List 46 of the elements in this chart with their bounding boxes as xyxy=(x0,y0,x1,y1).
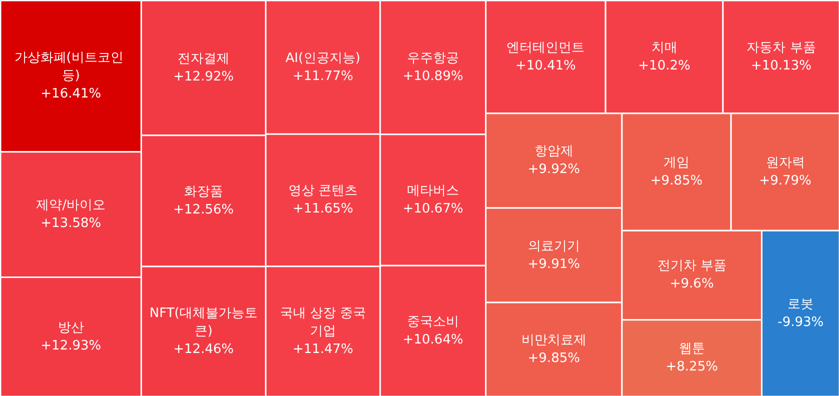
category-label: 자동차 부품 xyxy=(746,40,816,56)
category-label: 가상화폐(비트코인 등) xyxy=(14,50,124,84)
data-label: +9.92% xyxy=(528,162,580,178)
category-label: 영상 콘텐츠 xyxy=(288,184,358,199)
category-label: 우주항공 xyxy=(406,50,459,66)
data-label: +9.85% xyxy=(650,174,703,189)
data-label: +16.41% xyxy=(40,86,102,102)
data-label: +9.79% xyxy=(759,174,812,189)
category-label: 화장품 xyxy=(184,184,223,200)
data-label: +10.89% xyxy=(402,68,464,84)
category-label: 전기차 부품 xyxy=(657,258,726,274)
category-label: 의료기기 xyxy=(528,238,580,254)
data-label: +9.91% xyxy=(528,256,580,272)
data-label: +8.25% xyxy=(666,360,718,375)
category-label: NFT(대체불가능토큰) xyxy=(150,306,258,339)
category-label: 국내 상장 중국기업 xyxy=(280,306,366,339)
category-label: 항암제 xyxy=(534,144,574,160)
data-label: +11.65% xyxy=(292,202,354,217)
category-label: 중국소비 xyxy=(406,314,459,330)
category-label: 제약/바이오 xyxy=(36,198,106,214)
category-label: 치매 xyxy=(651,40,678,56)
category-label: 메타버스 xyxy=(406,184,459,199)
data-label: +10.41% xyxy=(515,58,576,74)
category-label: 웹툰 xyxy=(678,342,705,357)
data-label: +10.13% xyxy=(750,58,812,74)
data-label: +10.2% xyxy=(638,58,690,74)
category-label: 엔터테인먼트 xyxy=(506,40,585,56)
data-label: +12.92% xyxy=(173,69,234,84)
data-label: +11.77% xyxy=(292,68,354,84)
data-label: +12.46% xyxy=(173,342,234,357)
data-label: +10.67% xyxy=(402,202,464,217)
data-label: +12.93% xyxy=(40,338,102,354)
category-label: 비만치료제 xyxy=(521,333,586,348)
category-label: 방산 xyxy=(58,320,84,336)
category-label: 원자력 xyxy=(766,156,805,171)
category-label: 게임 xyxy=(664,156,690,171)
data-label: +11.47% xyxy=(292,342,354,357)
data-label: +9.85% xyxy=(528,351,580,366)
data-label: +12.56% xyxy=(173,202,234,218)
data-label: +10.64% xyxy=(402,332,464,348)
category-label: 로봇 xyxy=(788,297,814,312)
category-label: 전자결제 xyxy=(178,51,230,66)
category-label: AI(인공지능) xyxy=(286,50,360,66)
data-label: +9.6% xyxy=(670,276,714,292)
data-label: +13.58% xyxy=(40,216,102,232)
data-label: -9.93% xyxy=(778,315,824,330)
